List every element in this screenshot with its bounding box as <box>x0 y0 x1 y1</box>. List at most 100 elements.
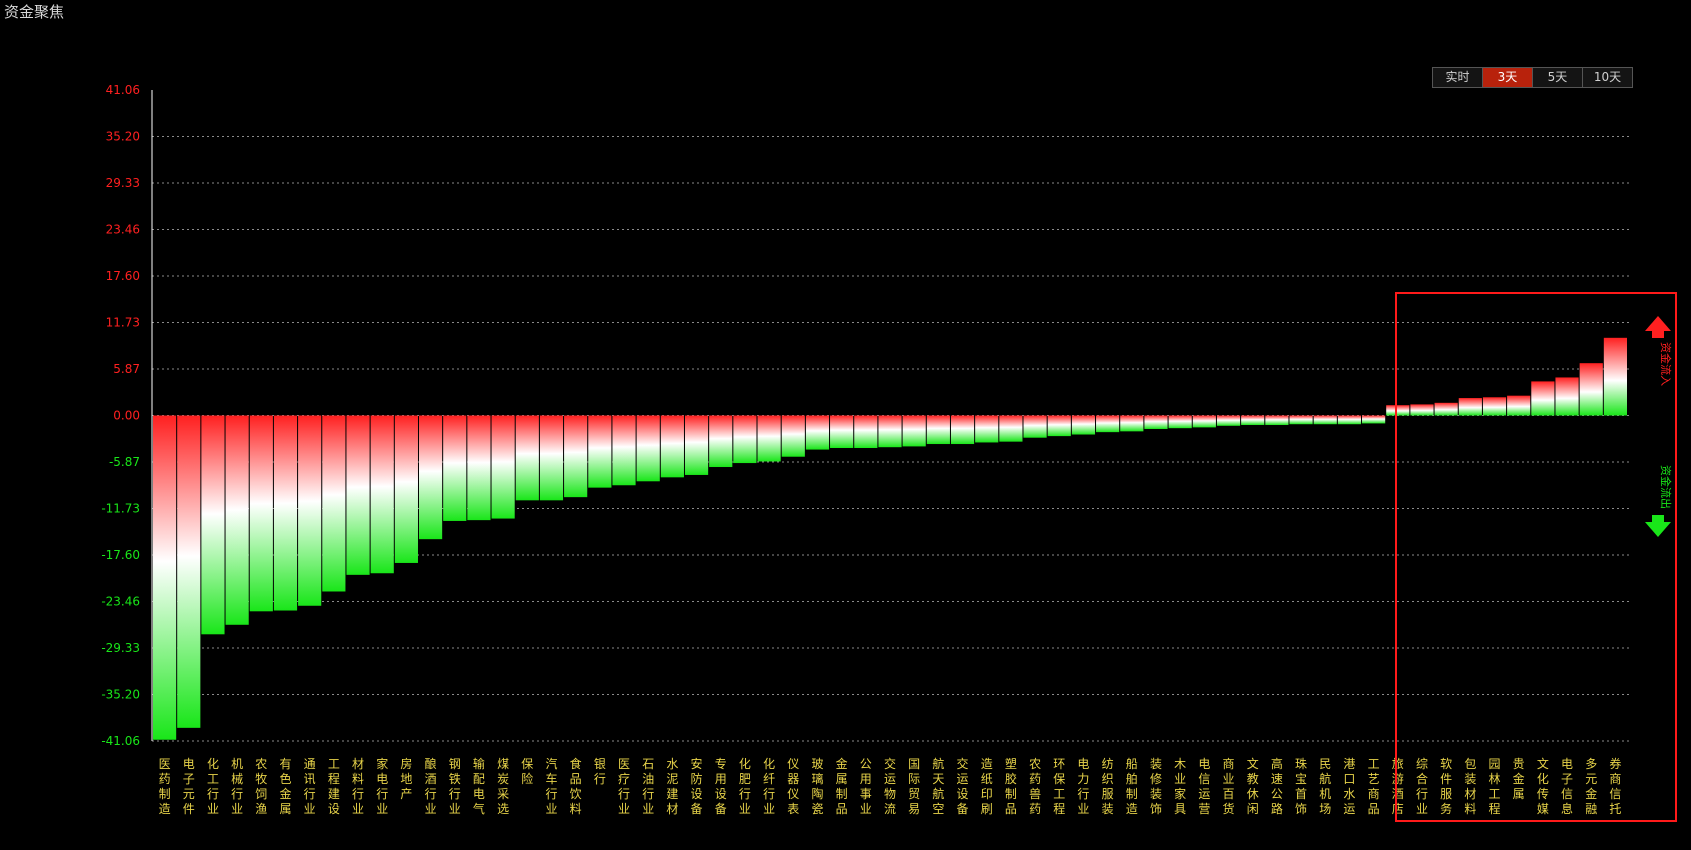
category-label: 旅游酒店 <box>1392 757 1404 816</box>
category-label: 装修装饰 <box>1150 757 1162 816</box>
bar[interactable] <box>612 415 636 486</box>
bar[interactable] <box>1507 395 1531 416</box>
category-label: 商业百货 <box>1223 756 1235 816</box>
period-tabs: 实时 3天 5天 10天 <box>1432 67 1633 88</box>
up-arrow-icon <box>1645 316 1671 338</box>
category-label: 玻璃陶瓷 <box>811 757 823 816</box>
bar[interactable] <box>346 415 370 575</box>
bar[interactable] <box>684 415 709 475</box>
category-label: 通讯行业 <box>304 757 316 816</box>
bar[interactable] <box>394 415 418 563</box>
bar[interactable] <box>1434 402 1458 416</box>
bar[interactable] <box>1337 415 1362 425</box>
bar[interactable] <box>153 415 177 740</box>
bar[interactable] <box>539 415 564 501</box>
bar[interactable] <box>1023 415 1047 438</box>
bar[interactable] <box>878 415 902 448</box>
category-label: 农牧饲渔 <box>255 757 267 816</box>
bar[interactable] <box>1482 397 1507 416</box>
bar[interactable] <box>1071 415 1096 435</box>
bar[interactable] <box>830 415 854 449</box>
bar[interactable] <box>1362 415 1386 424</box>
bar[interactable] <box>322 415 346 592</box>
bar[interactable] <box>370 415 394 574</box>
category-label: 酿酒行业 <box>425 756 437 816</box>
bar[interactable] <box>733 415 757 464</box>
tab-3day[interactable]: 3天 <box>1483 68 1533 87</box>
category-label: 环保工程 <box>1053 757 1065 816</box>
bar[interactable] <box>1603 337 1627 416</box>
bar[interactable] <box>1047 415 1071 437</box>
category-label: 农药兽药 <box>1029 757 1041 816</box>
y-tick-label: -29.33 <box>101 641 140 655</box>
category-label: 多元金融 <box>1585 757 1597 816</box>
bar[interactable] <box>1241 415 1265 426</box>
bar[interactable] <box>1531 381 1555 416</box>
bar[interactable] <box>564 415 588 498</box>
bar[interactable] <box>1096 415 1120 433</box>
bar[interactable] <box>1579 363 1603 416</box>
bar[interactable] <box>273 415 298 611</box>
bar[interactable] <box>298 415 322 606</box>
category-label: 机械行业 <box>231 757 243 816</box>
bar[interactable] <box>1192 415 1216 428</box>
bar[interactable] <box>757 415 781 462</box>
bar[interactable] <box>781 415 805 457</box>
bar[interactable] <box>975 415 999 443</box>
bar[interactable] <box>225 415 249 625</box>
bar[interactable] <box>1555 377 1579 416</box>
bar[interactable] <box>1120 415 1144 432</box>
bar[interactable] <box>709 415 733 468</box>
bar[interactable] <box>1168 415 1192 429</box>
bar[interactable] <box>1410 404 1434 416</box>
bar[interactable] <box>999 415 1023 442</box>
bar[interactable] <box>1265 415 1289 426</box>
bar[interactable] <box>249 415 273 612</box>
legend-inflow: 资金流入 <box>1659 342 1673 386</box>
bar[interactable] <box>950 415 975 445</box>
category-label: 交运设备 <box>957 756 969 816</box>
category-label: 造纸印刷 <box>981 757 993 816</box>
category-label: 文化传媒 <box>1537 756 1549 816</box>
category-label: 钢铁行业 <box>449 757 461 816</box>
tab-10day[interactable]: 10天 <box>1583 68 1632 87</box>
bar[interactable] <box>805 415 830 450</box>
bar[interactable] <box>177 415 201 728</box>
tab-5day[interactable]: 5天 <box>1533 68 1583 87</box>
bar[interactable] <box>467 415 491 521</box>
y-tick-label: -41.06 <box>101 734 140 748</box>
bar[interactable] <box>660 415 684 478</box>
y-tick-label: 23.46 <box>106 223 140 237</box>
bar[interactable] <box>201 415 225 635</box>
bar[interactable] <box>636 415 660 482</box>
bar[interactable] <box>1313 415 1337 425</box>
y-tick-label: 29.33 <box>106 176 140 190</box>
bar[interactable] <box>1144 415 1168 429</box>
category-label: 水泥建材 <box>666 757 678 816</box>
bar[interactable] <box>926 415 950 445</box>
bar[interactable] <box>443 415 467 521</box>
bar[interactable] <box>1289 415 1313 425</box>
category-label: 化肥行业 <box>739 757 751 816</box>
window-title: 资金聚焦 <box>4 3 65 21</box>
bars <box>153 337 1627 740</box>
category-label: 医疗行业 <box>618 757 630 816</box>
category-label: 金属制品 <box>836 756 848 816</box>
y-tick-label: -5.87 <box>109 455 140 469</box>
bar[interactable] <box>588 415 612 488</box>
category-label: 石油行业 <box>642 757 654 816</box>
bar[interactable] <box>515 415 539 501</box>
category-label: 医药制造 <box>159 757 171 816</box>
bar[interactable] <box>418 415 443 540</box>
bar[interactable] <box>491 415 515 519</box>
bar[interactable] <box>902 415 926 447</box>
bar[interactable] <box>1386 405 1410 416</box>
tab-realtime[interactable]: 实时 <box>1433 68 1483 87</box>
y-tick-label: 17.60 <box>106 269 140 283</box>
bar[interactable] <box>1216 415 1241 426</box>
y-tick-labels: 41.06 35.20 29.33 23.46 17.60 11.73 5.87 0.00 -5… <box>101 83 140 748</box>
bar[interactable] <box>854 415 878 449</box>
bar[interactable] <box>1458 398 1482 416</box>
